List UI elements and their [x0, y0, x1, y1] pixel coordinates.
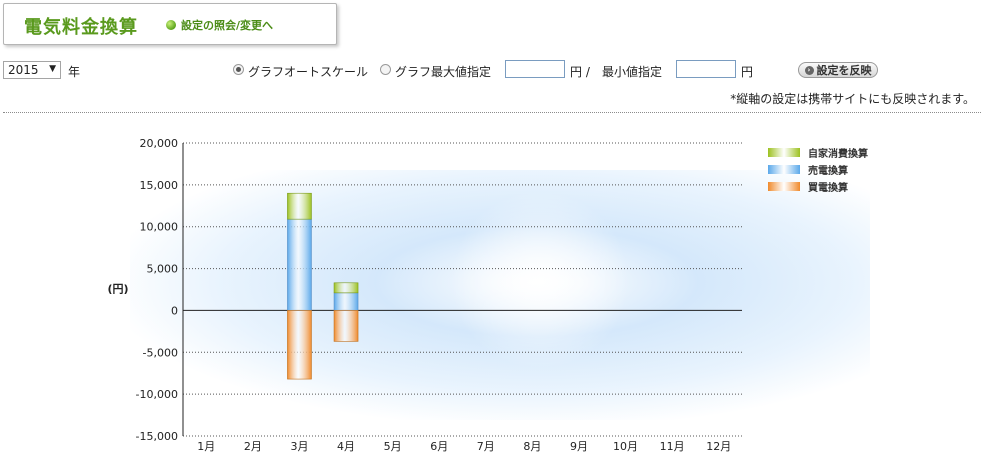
chart-legend: 自家消費換算 売電換算 買電換算 [768, 144, 868, 195]
page-title: 電気料金換算 [24, 17, 138, 38]
x-tick-label: 4月 [337, 440, 355, 453]
auto-scale-radio[interactable] [233, 64, 244, 75]
x-tick-label: 5月 [384, 440, 402, 453]
yen-unit-max: 円 / [570, 65, 590, 79]
bar-buy [333, 310, 359, 342]
max-value-input[interactable] [505, 60, 565, 78]
year-select-value: 2015 [8, 63, 39, 77]
auto-scale-label: グラフオートスケール [248, 65, 369, 79]
y-tick-label: 20,000 [140, 137, 179, 150]
y-axis-label: (円) [107, 282, 128, 295]
x-tick-label: 3月 [290, 440, 308, 453]
y-tick-label: 10,000 [140, 221, 179, 234]
min-value-input[interactable] [676, 60, 736, 78]
divider [3, 112, 981, 113]
bar-self-consumption [287, 192, 312, 220]
bar-sell [333, 292, 359, 311]
legend-item-sell: 売電換算 [768, 161, 868, 178]
max-value-radio[interactable] [380, 64, 391, 75]
arrow-circle-icon: › [804, 65, 814, 75]
x-tick-label: 2月 [244, 440, 262, 453]
x-tick-label: 1月 [197, 440, 215, 453]
legend-swatch-self-consumption [768, 148, 800, 157]
min-value-label: 最小値指定 [602, 65, 663, 79]
x-tick-label: 6月 [430, 440, 448, 453]
y-tick-label: 0 [171, 304, 178, 317]
bar-sell [287, 218, 312, 311]
bar-buy [287, 310, 312, 380]
year-unit-label: 年 [68, 65, 81, 79]
legend-swatch-sell [768, 165, 800, 174]
settings-link-label[interactable]: 設定の照会/変更へ [181, 19, 274, 32]
legend-label: 売電換算 [808, 166, 848, 177]
y-tick-label: -15,000 [136, 430, 178, 443]
header-panel: 電気料金換算 設定の照会/変更へ [3, 3, 337, 45]
legend-swatch-buy [768, 182, 800, 191]
chart-background-flare [450, 190, 630, 370]
legend-label: 自家消費換算 [808, 149, 868, 160]
apply-settings-button[interactable]: › 設定を反映 [798, 62, 878, 78]
y-tick-label: -10,000 [136, 388, 178, 401]
x-tick-label: 10月 [613, 440, 638, 453]
bar-self-consumption [333, 282, 359, 294]
settings-link[interactable]: 設定の照会/変更へ [166, 17, 273, 33]
y-tick-label: 15,000 [140, 179, 179, 192]
apply-button-label[interactable]: 設定を反映 [816, 64, 872, 77]
dropdown-arrow-icon: ▼ [49, 64, 56, 74]
x-tick-label: 7月 [477, 440, 495, 453]
max-value-label: グラフ最大値指定 [395, 65, 492, 79]
x-tick-label: 11月 [660, 440, 685, 453]
legend-item-buy: 買電換算 [768, 178, 868, 195]
y-tick-label: 5,000 [147, 263, 179, 276]
x-tick-label: 12月 [706, 440, 731, 453]
x-tick-label: 8月 [523, 440, 541, 453]
yen-unit-min: 円 [741, 65, 754, 79]
axis-setting-note: *縦軸の設定は携帯サイトにも反映されます。 [730, 92, 975, 106]
x-tick-label: 9月 [570, 440, 588, 453]
year-select[interactable]: 2015 ▼ [3, 61, 61, 79]
green-bullet-icon [166, 20, 176, 30]
y-tick-label: -5,000 [143, 346, 178, 359]
legend-item-self-consumption: 自家消費換算 [768, 144, 868, 161]
legend-label: 買電換算 [808, 183, 848, 194]
